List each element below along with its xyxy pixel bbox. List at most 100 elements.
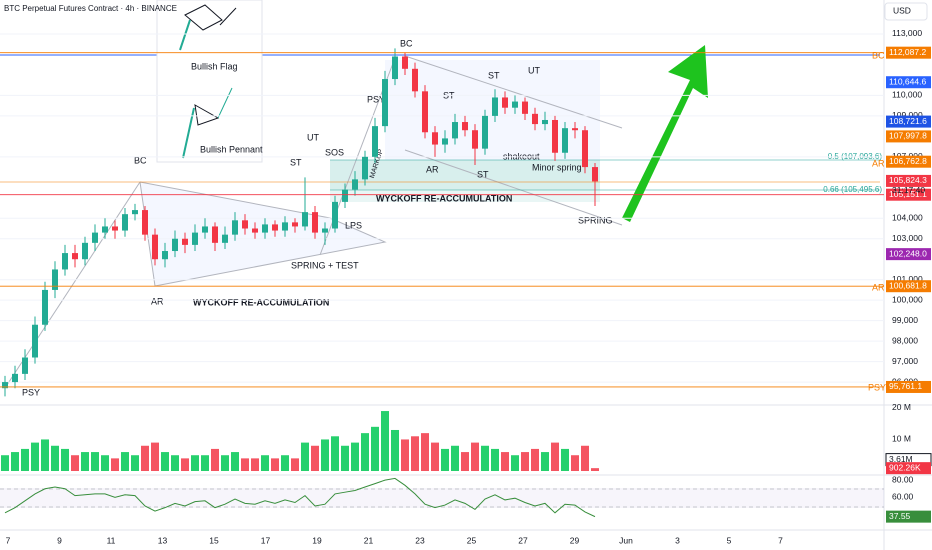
volume-bar <box>481 445 489 471</box>
x-tick-label: 7 <box>778 535 783 545</box>
x-tick-label: 15 <box>209 535 219 545</box>
candle-body <box>212 226 218 243</box>
flag-icon <box>184 4 223 31</box>
price-tag <box>886 130 931 143</box>
annotation: WYCKOFF RE-ACCUMULATION <box>193 297 329 307</box>
candle-body <box>352 179 358 190</box>
candle-body <box>182 238 188 245</box>
volume-bar <box>141 445 149 471</box>
price-tag <box>886 76 931 89</box>
volume-bar <box>411 436 419 471</box>
candle-body <box>82 242 88 260</box>
volume-tick-label: 10 M <box>892 434 911 444</box>
annotation: AR <box>872 282 885 292</box>
volume-bar <box>581 445 589 471</box>
volume-bar <box>191 455 199 471</box>
volume-bar <box>391 429 399 471</box>
candle-body <box>472 130 478 149</box>
pennant-icon <box>217 87 233 119</box>
candle-body <box>2 382 8 389</box>
price-tag <box>886 280 931 293</box>
volume-bar <box>61 448 69 471</box>
candle-body <box>312 212 318 233</box>
annotation: PSY <box>22 387 40 397</box>
annotation: BC <box>872 50 885 60</box>
price-tag <box>886 380 931 393</box>
candle-body <box>292 222 298 227</box>
x-tick-label: 19 <box>312 535 322 545</box>
candle-body <box>302 212 308 227</box>
volume-bar <box>281 455 289 471</box>
volume-bar <box>121 452 129 471</box>
candle-body <box>172 238 178 252</box>
price-tag <box>886 248 931 261</box>
volume-tag <box>886 462 931 475</box>
annotation: AR <box>426 164 439 174</box>
annotation: UT <box>528 65 540 75</box>
annotation: UT <box>307 132 319 142</box>
volume-bar <box>351 442 359 471</box>
volume-bar <box>271 458 279 471</box>
x-tick-label: 7 <box>6 535 11 545</box>
rsi-tag <box>886 510 931 523</box>
candle-body <box>522 101 528 114</box>
annotation: LPS <box>345 220 362 230</box>
x-tick-label: 29 <box>570 535 580 545</box>
x-tick-label: 5 <box>727 535 732 545</box>
zone <box>330 190 600 202</box>
candle-body <box>502 97 508 108</box>
volume-bar <box>161 452 169 471</box>
annotation: SPRING <box>578 215 613 225</box>
volume-bar <box>541 452 549 471</box>
volume-bar <box>181 458 189 471</box>
volume-bar <box>461 452 469 471</box>
currency: USD <box>893 5 911 15</box>
volume-bar <box>401 439 409 471</box>
rsi-line <box>4 477 596 518</box>
candle-body <box>12 373 18 383</box>
rsi-band <box>0 488 884 508</box>
candle-body <box>572 128 578 131</box>
candle-body <box>232 220 238 235</box>
flag-icon <box>219 7 237 26</box>
price-tag-label: 105,824.3 <box>889 175 927 185</box>
candle-body <box>102 226 108 233</box>
candle-body <box>202 226 208 233</box>
rsi-tick-label: 80.00 <box>892 474 914 484</box>
annotation: Minor spring <box>532 162 582 172</box>
candle-body <box>482 115 488 149</box>
price-tag-label: 107,997.8 <box>889 131 927 141</box>
candle-body <box>152 234 158 260</box>
x-tick-label: 11 <box>107 535 116 545</box>
annotation: AR <box>872 158 885 168</box>
annotation: PSY <box>367 94 385 104</box>
candle-body <box>342 189 348 202</box>
volume-bar <box>291 458 299 471</box>
volume-tick-label: 20 M <box>892 402 911 412</box>
price-tag-label: 100,681.8 <box>889 280 927 290</box>
y-tick-label: 101,000 <box>892 274 923 284</box>
price-tag <box>886 46 931 59</box>
volume-bar <box>31 442 39 471</box>
price-tag-label: 105,151.1 <box>889 189 927 199</box>
volume-bar <box>571 455 579 471</box>
annotation: WYCKOFF RE-ACCUMULATION <box>376 193 512 203</box>
candle-body <box>432 132 438 145</box>
candle-body <box>92 232 98 243</box>
annotation: PSY <box>868 382 886 392</box>
candle-body <box>282 222 288 231</box>
candle-body <box>592 167 598 182</box>
currency-box <box>884 2 928 21</box>
volume-bar <box>531 448 539 471</box>
triangle <box>139 181 387 287</box>
volume-bar <box>71 455 79 471</box>
candle-body <box>372 126 378 157</box>
candle-body <box>412 68 418 92</box>
volume-bar <box>451 445 459 471</box>
volume-bar <box>371 426 379 471</box>
volume-bar <box>521 452 529 471</box>
volume-bar <box>511 455 519 471</box>
candle-body <box>192 232 198 245</box>
candle-body <box>422 91 428 133</box>
x-tick-label: 9 <box>57 535 62 545</box>
